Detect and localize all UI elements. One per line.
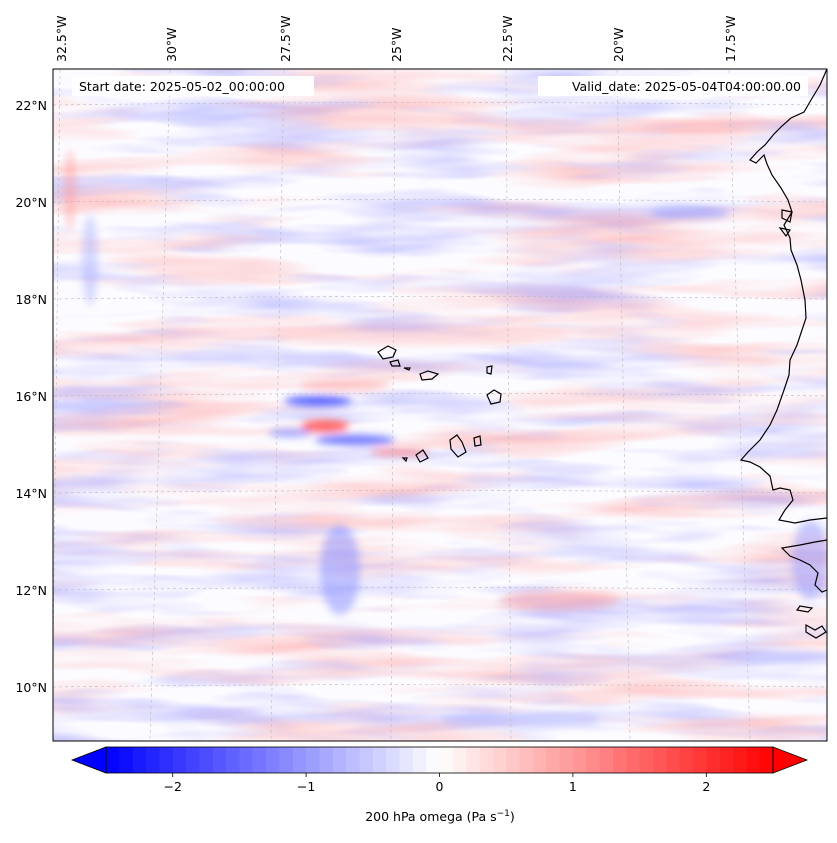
colorbar-cell [559, 747, 574, 773]
colorbar-cell [372, 747, 387, 773]
lon-label: 30°W [164, 27, 179, 62]
colorbar-cell [639, 747, 654, 773]
lon-label: 20°W [611, 27, 626, 62]
colorbar-cell [186, 747, 200, 773]
colorbar-cell [479, 747, 494, 773]
colorbar-cell [306, 747, 321, 773]
colorbar-cell [412, 747, 427, 773]
colorbar-cell [506, 747, 521, 773]
colorbar-cell [106, 747, 120, 773]
colorbar-cell [386, 747, 401, 773]
colorbar-cell [612, 747, 627, 773]
colorbar-cell [226, 747, 240, 773]
longitude-labels: 32.5°W 30°W 27.5°W 25°W 22.5°W 20°W 17.5… [54, 16, 738, 62]
lon-label: 17.5°W [723, 16, 738, 62]
colorbar-extend-low [70, 746, 107, 774]
colorbar-cell [426, 747, 441, 773]
colorbar: −2 −1 0 1 2 200 hPa omega (Pa s−1) [70, 746, 809, 824]
colorbar-cell [679, 747, 694, 773]
omega-strong-features [64, 150, 827, 728]
colorbar-cell [252, 747, 267, 773]
valid-date-box [538, 76, 808, 96]
map-panel: Start date: 2025-05-02_00:00:00 Valid_da… [53, 69, 827, 741]
colorbar-cell [706, 747, 721, 773]
colorbar-cell [692, 747, 707, 773]
map-frame [52, 68, 828, 742]
start-date-box [72, 76, 314, 96]
colorbar-cell [719, 747, 734, 773]
colorbar-cell [652, 747, 667, 773]
lat-label: 22°N [15, 98, 47, 113]
colorbar-cell [239, 747, 254, 773]
colorbar-cell [466, 747, 481, 773]
africa-coast [739, 69, 827, 524]
colorbar-ticks: −2 −1 0 1 2 [163, 773, 710, 794]
colorbar-tick-label: 0 [436, 779, 444, 794]
colorbar-extend-high [772, 746, 809, 774]
colorbar-cell [292, 747, 307, 773]
colorbar-cell [346, 747, 361, 773]
colorbar-cell [666, 747, 681, 773]
lon-label: 25°W [389, 27, 404, 62]
lon-label: 27.5°W [278, 16, 293, 62]
colorbar-cell [332, 747, 347, 773]
colorbar-cell [319, 747, 334, 773]
colorbar-cell [132, 747, 147, 773]
colorbar-cell [572, 747, 587, 773]
colorbar-cell [599, 747, 614, 773]
latitude-labels: 22°N 20°N 18°N 16°N 14°N 12°N 10°N [15, 98, 47, 695]
lon-label: 22.5°W [500, 16, 515, 62]
colorbar-cell [212, 747, 227, 773]
colorbar-tick-label: −1 [297, 779, 315, 794]
colorbar-cell [626, 747, 641, 773]
colorbar-cell [732, 747, 747, 773]
colorbar-tick-label: 1 [569, 779, 577, 794]
lat-label: 16°N [15, 389, 47, 404]
colorbar-cell [146, 747, 160, 773]
colorbar-cell [546, 747, 561, 773]
colorbar-tick-label: −2 [163, 779, 181, 794]
colorbar-cell [199, 747, 214, 773]
colorbar-cell [586, 747, 601, 773]
lon-label: 32.5°W [54, 16, 69, 62]
colorbar-cell [159, 747, 174, 773]
colorbar-cell [519, 747, 534, 773]
colorbar-cells [106, 747, 774, 773]
colorbar-cell [279, 747, 294, 773]
lat-label: 10°N [15, 680, 47, 695]
colorbar-label: 200 hPa omega (Pa s−1) [365, 809, 515, 824]
valid-date-label: Valid_date: 2025-05-04T04:00:00.00 [572, 79, 801, 94]
colorbar-cell [172, 747, 187, 773]
colorbar-cell [746, 747, 761, 773]
colorbar-cell [266, 747, 281, 773]
colorbar-cell [532, 747, 547, 773]
colorbar-cell [399, 747, 414, 773]
colorbar-cell [452, 747, 467, 773]
omega-field-negative [53, 69, 827, 741]
start-date-label: Start date: 2025-05-02_00:00:00 [79, 79, 285, 94]
colorbar-tick-label: 2 [702, 779, 710, 794]
lat-label: 14°N [15, 486, 47, 501]
colorbar-cell [492, 747, 507, 773]
lat-label: 20°N [15, 195, 47, 210]
lat-label: 18°N [15, 292, 47, 307]
colorbar-cell [359, 747, 374, 773]
colorbar-cell [439, 747, 454, 773]
colorbar-cell [759, 747, 774, 773]
colorbar-cell [119, 747, 134, 773]
coastline [739, 69, 827, 639]
cape-verde-islands [377, 345, 502, 463]
lat-label: 12°N [15, 583, 47, 598]
